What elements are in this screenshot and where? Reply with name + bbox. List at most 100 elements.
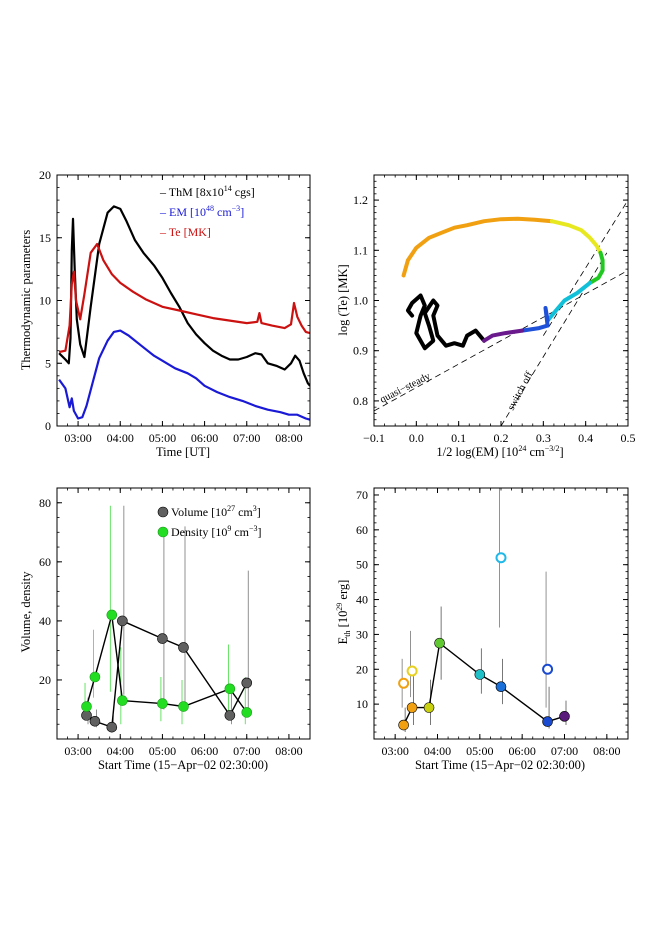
energy-filled-point (474, 669, 486, 680)
quasi-steady-line (374, 270, 628, 412)
y-tick-label: 60 (39, 555, 51, 569)
x-tick-label: 05:00 (149, 431, 176, 445)
density-series-line (85, 614, 248, 713)
legend-em: – EM [1048 cm−3] (159, 204, 244, 219)
thermo-xlabel: Time [UT] (156, 445, 210, 459)
trajectory-orange-line (401, 216, 554, 278)
volume-point (241, 677, 253, 689)
vd-legend: Volume [1027 cm3] Density [109 cm−3] (157, 504, 262, 539)
x-tick-label: 0.3 (536, 431, 551, 445)
x-tick-label: 07:00 (233, 431, 260, 445)
x-tick-label: 03:00 (64, 744, 91, 758)
y-tick-label: 10 (356, 697, 368, 711)
phase-xlabel: 1/2 log(EM) [1024 cm−3/2] (436, 444, 563, 459)
y-tick-label: 50 (356, 558, 368, 572)
thermo-ticks: 03:00 04:00 05:00 06:00 07:00 08:00 0 5 10 15 20 (39, 168, 311, 445)
trajectory-yellow-line (549, 219, 603, 255)
panel-volume-density: 03:00 04:00 05:00 06:00 07:00 08:00 20 40 60 80 V… (19, 487, 311, 772)
energy-filled-point (398, 719, 409, 731)
volume-point (89, 715, 101, 727)
y-tick-label: 0.9 (353, 344, 368, 358)
x-tick-label: −0.1 (363, 431, 385, 445)
y-tick-label: 60 (356, 523, 368, 537)
volume-point (117, 615, 128, 627)
eth-xlabel: Start Time (15−Apr−02 02:30:00) (415, 758, 585, 772)
y-tick-label: 20 (39, 168, 51, 182)
energy-open-point (495, 552, 507, 564)
volume-point (178, 642, 189, 653)
y-tick-label: 0 (45, 419, 51, 433)
annotation-quasi-steady: quasi−steady (378, 371, 433, 406)
x-tick-label: 0.1 (451, 431, 466, 445)
phase-ylabel: log (Te) [MK] (336, 264, 350, 335)
x-tick-label: 04:00 (107, 431, 134, 445)
energy-filled-point (542, 716, 553, 727)
x-tick-label: 0.5 (621, 431, 636, 445)
energy-open-point (398, 677, 410, 689)
vd-plot-data (81, 505, 253, 733)
vd-ylabel: Volume, density (19, 571, 33, 653)
energy-open-point (542, 663, 554, 675)
energy-filled-point (495, 681, 507, 693)
density-point (89, 671, 101, 683)
x-tick-label: 0.4 (578, 431, 593, 445)
volume-point (81, 710, 92, 721)
y-tick-label: 20 (356, 662, 368, 676)
te-series-line (58, 242, 310, 354)
x-tick-label: 06:00 (191, 744, 218, 758)
x-tick-label: 0.2 (494, 431, 509, 445)
y-tick-label: 80 (39, 496, 51, 510)
phase-ticks: −0.1 0.0 0.1 0.2 0.3 0.4 0.5 0.8 0.9 1.0 1.1 1.2 (353, 174, 636, 445)
x-tick-label: 07:00 (233, 744, 260, 758)
x-tick-label: 04:00 (107, 744, 134, 758)
x-tick-label: 05:00 (466, 744, 493, 758)
volume-point (106, 721, 118, 733)
energy-series-line (402, 641, 565, 726)
volume-point (157, 633, 168, 644)
density-point (117, 695, 128, 706)
energy-filled-point (559, 711, 570, 722)
panel-thermal-energy: 03:00 04:00 05:00 06:00 07:00 08:00 10 20 30 40 50… (335, 487, 629, 772)
y-tick-label: 0.8 (353, 394, 368, 408)
density-point (81, 701, 92, 712)
y-tick-label: 5 (45, 356, 51, 370)
thermo-plot-data (58, 205, 310, 421)
x-tick-label: 06:00 (508, 744, 535, 758)
upper-dashed-line (542, 199, 628, 336)
thermo-ylabel: Thermodynamic parameters (19, 230, 33, 371)
energy-filled-point (423, 702, 435, 713)
x-tick-label: 03:00 (381, 744, 408, 758)
trajectory-green-line (587, 250, 605, 285)
em-series-line (58, 329, 310, 421)
trajectory-purple-line (482, 328, 525, 343)
x-tick-label: 08:00 (275, 431, 302, 445)
y-tick-label: 20 (39, 673, 51, 687)
phase-plot-data (374, 199, 628, 426)
y-tick-label: 40 (39, 614, 51, 628)
trajectory-blue-line (520, 306, 550, 333)
density-point (241, 707, 253, 718)
x-tick-label: 03:00 (64, 431, 91, 445)
y-tick-label: 15 (39, 231, 51, 245)
x-tick-label: 08:00 (275, 744, 302, 758)
x-tick-label: 06:00 (191, 431, 218, 445)
eth-plot-data (398, 488, 570, 733)
x-tick-label: 07:00 (551, 744, 578, 758)
volume-point (224, 710, 236, 721)
y-tick-label: 70 (356, 488, 368, 502)
legend-density: Density [109 cm−3] (171, 524, 262, 539)
x-tick-label: 04:00 (424, 744, 451, 758)
eth-axes-frame (373, 487, 629, 740)
y-tick-label: 1.0 (353, 294, 368, 308)
annotation-switch-off: switch off (506, 370, 536, 413)
density-point (106, 609, 118, 621)
y-tick-label: 1.2 (353, 193, 368, 207)
x-tick-label: 0.0 (409, 431, 424, 445)
legend-volume: Volume [1027 cm3] (171, 504, 261, 519)
y-tick-label: 10 (39, 294, 51, 308)
y-tick-label: 30 (356, 627, 368, 641)
eth-ticks: 03:00 04:00 05:00 06:00 07:00 08:00 10 20 30 40 50… (356, 487, 629, 758)
x-tick-label: 05:00 (149, 744, 176, 758)
x-tick-label: 08:00 (593, 744, 620, 758)
